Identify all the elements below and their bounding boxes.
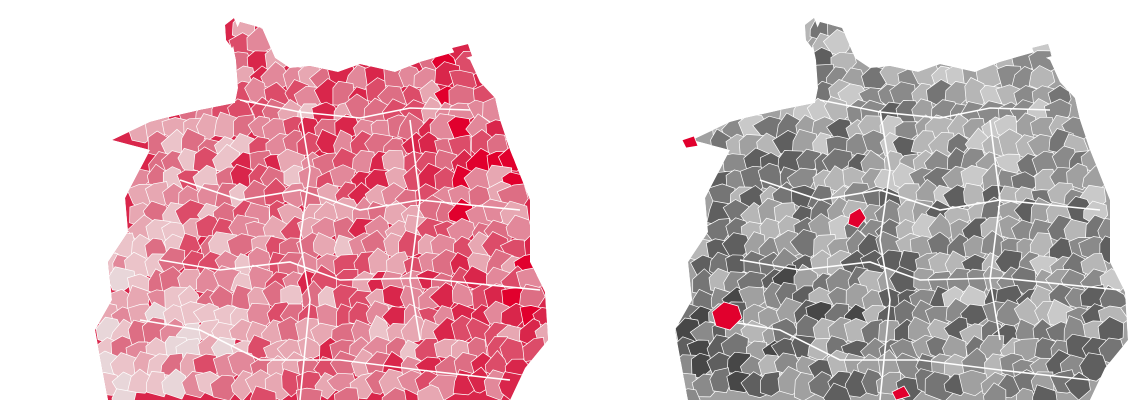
germany-map-red bbox=[95, 18, 548, 400]
state-border bbox=[179, 179, 521, 211]
district-region bbox=[958, 369, 990, 397]
district-region bbox=[1032, 384, 1059, 400]
district-region bbox=[210, 374, 240, 400]
state-border bbox=[139, 319, 511, 381]
coastal-region bbox=[681, 135, 699, 149]
frankfurt-region bbox=[711, 301, 743, 331]
district-region bbox=[924, 371, 955, 400]
state-border bbox=[739, 259, 1121, 291]
district-region bbox=[146, 371, 168, 398]
state-border bbox=[879, 109, 891, 400]
district-region bbox=[1079, 352, 1109, 382]
district-region bbox=[822, 382, 853, 400]
district-region bbox=[381, 387, 408, 400]
district-region bbox=[417, 384, 447, 400]
choropleth-map-left bbox=[95, 18, 548, 400]
state-border bbox=[719, 319, 1091, 381]
state-border bbox=[989, 119, 1001, 341]
berlin-region bbox=[847, 207, 867, 229]
district-region bbox=[983, 382, 1007, 400]
state-border bbox=[819, 99, 1051, 119]
munich-region bbox=[891, 385, 911, 400]
state-border bbox=[299, 109, 311, 400]
district-region bbox=[1016, 387, 1039, 400]
state-border bbox=[759, 179, 1101, 211]
district-layer bbox=[675, 18, 1128, 400]
district-region bbox=[295, 387, 323, 400]
district-region bbox=[760, 371, 783, 397]
district-layer bbox=[95, 18, 548, 400]
germany-map-gray bbox=[675, 18, 1128, 400]
choropleth-map-right bbox=[568, 0, 1136, 400]
state-border bbox=[239, 99, 471, 119]
state-border bbox=[159, 259, 541, 291]
state-border bbox=[409, 119, 421, 341]
district-region bbox=[709, 367, 732, 394]
district-region bbox=[161, 368, 187, 400]
district-region bbox=[111, 388, 137, 400]
